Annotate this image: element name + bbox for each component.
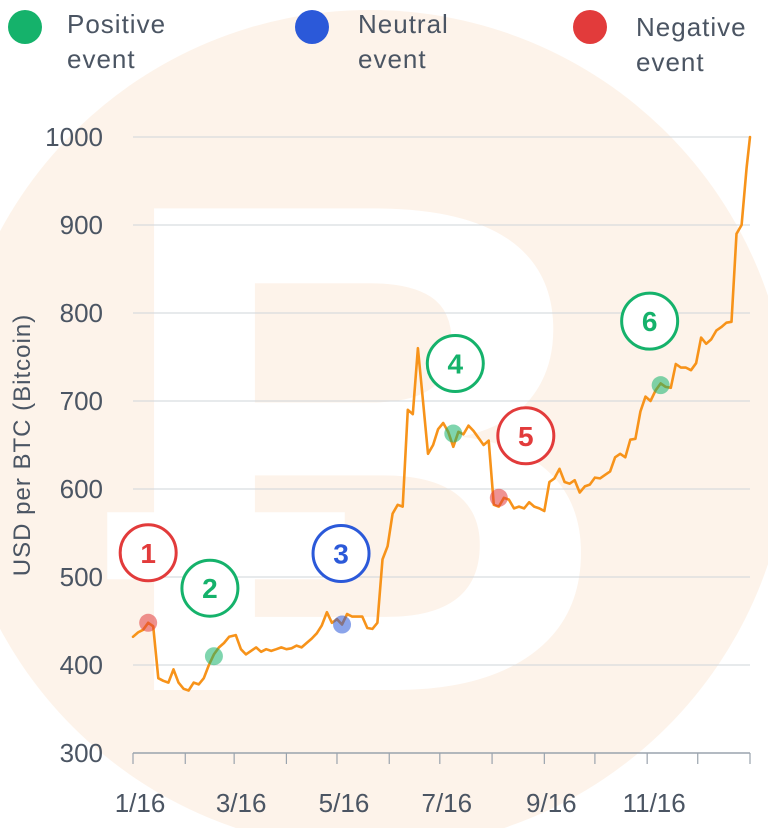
event-1-label: 1 (140, 538, 156, 569)
event-6-marker (651, 376, 670, 395)
event-3-marker (333, 615, 352, 634)
legend-swatch-2 (295, 10, 329, 44)
event-6-badge (620, 291, 680, 351)
legend: Positive event Neutral event Negative event (8, 9, 747, 77)
event-annotations: 1 2 3 4 5 6 (118, 291, 680, 666)
y-tick-label: 800 (60, 298, 103, 328)
bitcoin-watermark-icon: Ƀ (0, 10, 768, 828)
event-5-marker (489, 488, 508, 507)
event-2-label: 2 (202, 573, 218, 604)
x-tick-label: 3/16 (216, 788, 267, 818)
x-tick-label: 1/16 (115, 788, 166, 818)
event-3-badge (311, 524, 371, 584)
x-tick-label: 5/16 (319, 788, 370, 818)
y-tick-label: 900 (60, 210, 103, 240)
event-4-badge (425, 334, 485, 394)
y-tick-label: 1000 (45, 122, 103, 152)
x-axis: 1/16 3/16 5/16 7/16 9/16 11/16 (115, 753, 751, 818)
x-tick-label: 9/16 (526, 788, 577, 818)
y-tick-label: 600 (60, 474, 103, 504)
y-axis-title: USD per BTC (Bitcoin) (9, 314, 36, 576)
y-axis: 300 400 500 600 700 800 900 1000 (45, 122, 103, 768)
y-tick-label: 300 (60, 738, 103, 768)
event-3-label: 3 (333, 539, 349, 570)
event-1-marker (139, 613, 158, 632)
legend-swatch-1 (8, 10, 42, 44)
y-tick-label: 400 (60, 650, 103, 680)
event-4-label: 4 (448, 349, 464, 380)
event-1-badge (118, 523, 178, 583)
legend-swatch-3 (573, 10, 607, 44)
x-tick-label: 7/16 (422, 788, 473, 818)
event-5-label: 5 (518, 421, 534, 452)
legend-label-3: Negative event (636, 12, 747, 77)
legend-label-1: Positive event (67, 9, 166, 74)
event-2-marker (204, 647, 223, 666)
event-5-badge (496, 406, 556, 466)
legend-label-2: Neutral event (358, 9, 449, 74)
y-tick-label: 500 (60, 562, 103, 592)
x-tick-label: 11/16 (623, 788, 686, 818)
price-series-line (131, 135, 752, 692)
event-2-badge (180, 558, 240, 618)
y-tick-label: 700 (60, 386, 103, 416)
event-6-label: 6 (642, 306, 658, 337)
event-4-marker (444, 424, 463, 443)
